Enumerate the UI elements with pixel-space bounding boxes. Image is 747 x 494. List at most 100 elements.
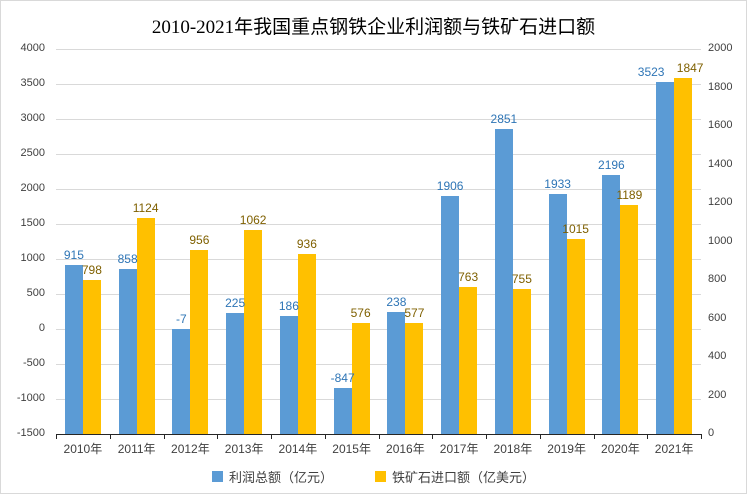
x-axis-tick	[432, 435, 433, 439]
left-axis-tick-label: -1500	[16, 427, 45, 439]
right-axis-tick-label: 1400	[708, 157, 733, 170]
profit-bar	[64, 264, 83, 434]
gridline	[56, 189, 701, 190]
x-axis-tick	[379, 435, 380, 439]
x-axis-category-label: 2011年	[117, 442, 156, 456]
profit-bar	[279, 315, 298, 434]
left-axis-tick-label: 2500	[20, 147, 45, 159]
profit-bar	[333, 388, 352, 434]
left-axis-tick-label: 2000	[20, 182, 45, 194]
profit-value-label: -7	[176, 312, 187, 327]
gridline	[56, 49, 701, 50]
x-axis-tick	[486, 435, 487, 439]
profit-bar	[656, 82, 675, 434]
x-axis-category-label: 2016年	[386, 442, 425, 456]
left-axis-tick-label: -500	[22, 357, 45, 369]
legend-marker-profit	[211, 470, 223, 482]
profit-bar	[548, 193, 567, 434]
x-axis-category-label: 2019年	[547, 442, 586, 456]
right-axis-tick-label: 200	[708, 388, 727, 401]
iron-ore-value-label: 1015	[562, 221, 589, 236]
legend-label-profit: 利润总额（亿元）	[228, 469, 333, 485]
iron-ore-value-label: 577	[404, 305, 425, 320]
iron-ore-import-bar	[82, 280, 101, 434]
iron-ore-value-label: 576	[350, 306, 371, 321]
iron-ore-value-label: 755	[511, 271, 532, 286]
gridline	[56, 364, 701, 365]
left-axis-tick-label: 500	[26, 287, 45, 299]
profit-value-label: 2196	[598, 158, 625, 173]
x-axis-category-label: 2018年	[493, 442, 533, 456]
x-axis-tick	[164, 435, 165, 439]
iron-ore-value-label: 1124	[132, 200, 159, 215]
iron-ore-value-label: 936	[296, 236, 317, 251]
profit-value-label: 2851	[490, 112, 518, 127]
legend: 利润总额（亿元） 铁矿石进口额（亿美元）	[1, 465, 746, 487]
x-axis-tick	[594, 435, 595, 439]
gridline	[56, 329, 701, 330]
profit-bar	[441, 195, 460, 434]
profit-value-label: 915	[63, 247, 84, 262]
x-axis-tick	[217, 435, 218, 439]
iron-ore-import-bar	[190, 249, 209, 434]
profit-bar	[118, 268, 137, 434]
profit-value-label: 225	[225, 296, 246, 311]
right-axis-tick-label: 1600	[708, 119, 733, 131]
legend-label-iron-ore: 铁矿石进口额（亿美元）	[392, 469, 536, 485]
iron-ore-value-label: 956	[189, 232, 210, 247]
iron-ore-import-bar	[512, 288, 531, 434]
x-axis-tick	[540, 435, 541, 439]
left-axis-tick-label: 1500	[20, 217, 45, 229]
left-axis-tick-label: 3000	[20, 112, 45, 124]
gridline	[56, 119, 701, 120]
x-axis-tick	[56, 435, 57, 439]
right-axis-tick-label: 1800	[708, 80, 733, 93]
legend-item-iron-ore: 铁矿石进口额（亿美元）	[375, 467, 535, 486]
profit-bar	[172, 329, 191, 434]
iron-ore-import-bar	[136, 217, 155, 434]
right-axis-tick-label: 400	[708, 350, 727, 362]
iron-ore-import-bar	[459, 287, 478, 434]
profit-value-label: -847	[330, 371, 355, 386]
x-axis-tick	[110, 435, 111, 439]
iron-ore-import-bar	[244, 229, 263, 434]
x-axis-category-label: 2013年	[224, 442, 264, 456]
x-axis-category-label: 2021年	[654, 442, 694, 456]
left-axis-tick-label: 0	[38, 322, 45, 334]
profit-value-label: 1933	[544, 176, 571, 191]
profit-bar	[494, 129, 513, 434]
iron-ore-import-bar	[674, 78, 693, 434]
legend-item-profit: 利润总额（亿元）	[211, 467, 333, 486]
x-axis-category-label: 2015年	[332, 442, 371, 456]
left-axis-tick-label: -1000	[16, 392, 45, 404]
iron-ore-value-label: 1189	[616, 188, 643, 203]
profit-bar	[226, 313, 245, 434]
iron-ore-import-bar	[297, 253, 316, 434]
iron-ore-import-bar	[405, 322, 424, 434]
profit-value-label: 238	[386, 295, 407, 310]
iron-ore-import-bar	[620, 205, 639, 434]
x-axis-category-label: 2017年	[439, 442, 479, 456]
gridline	[56, 224, 701, 225]
profit-value-label: 1906	[436, 178, 464, 193]
x-axis-category-label: 2014年	[278, 442, 318, 456]
profit-value-label: 858	[117, 251, 138, 266]
right-axis-tick-label: 600	[708, 311, 727, 324]
right-axis-tick-label: 1200	[708, 196, 733, 208]
x-axis-category-label: 2012年	[171, 442, 210, 456]
gridline	[56, 294, 701, 295]
gridline	[56, 259, 701, 260]
left-axis-tick-label: 1000	[20, 252, 45, 264]
x-axis-tick	[701, 435, 702, 439]
right-axis-tick-label: 800	[708, 273, 727, 285]
iron-ore-value-label: 763	[458, 270, 479, 285]
x-axis-tick	[647, 435, 648, 439]
legend-marker-iron-ore	[375, 470, 386, 482]
iron-ore-value-label: 798	[81, 263, 102, 278]
x-axis-tick	[271, 435, 272, 439]
profit-bar	[387, 312, 406, 434]
iron-ore-value-label: 1847	[676, 61, 704, 76]
x-axis-tick	[325, 435, 326, 439]
left-axis-tick-label: 4000	[20, 42, 45, 54]
